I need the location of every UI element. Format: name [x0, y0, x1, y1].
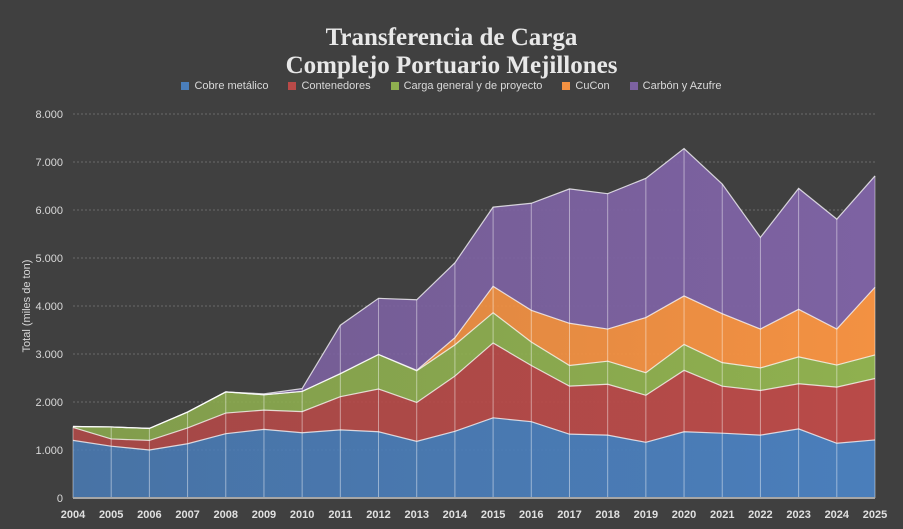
chart-title-line2: Complejo Portuario Mejillones — [285, 52, 618, 79]
area-contenedores — [73, 342, 875, 450]
legend-swatch — [390, 82, 399, 90]
x-tick-label: 2013 — [404, 509, 428, 521]
x-tick-label: 2018 — [595, 509, 619, 521]
y-tick-label: 6.000 — [35, 205, 63, 217]
y-tick-label: 5.000 — [35, 253, 63, 265]
x-tick-label: 2012 — [366, 509, 390, 521]
legend: Cobre metálico Contenedores Carga general … — [0, 80, 903, 92]
legend-item: Carga general y de proyecto — [390, 80, 543, 92]
y-tick-label: 8.000 — [35, 109, 63, 121]
area-cucon — [73, 286, 875, 429]
x-tick-label: 2023 — [786, 509, 810, 521]
x-tick-label: 2011 — [328, 509, 352, 521]
y-tick-label: 4.000 — [35, 301, 63, 313]
chart-title-line1: Transferencia de Carga — [325, 24, 578, 51]
series-line-1 — [72, 342, 876, 442]
x-tick-label: 2009 — [252, 509, 276, 521]
legend-swatch — [562, 82, 571, 90]
legend-item: Contenedores — [288, 80, 371, 92]
x-tick-label: 2019 — [634, 509, 658, 521]
x-tick-label: 2021 — [710, 509, 734, 521]
series-line-4 — [72, 147, 876, 430]
x-tick-label: 2025 — [863, 509, 887, 521]
legend-item: Cobre metálico — [181, 80, 268, 92]
legend-swatch — [181, 82, 190, 90]
y-tick-label: 0 — [57, 493, 63, 505]
legend-item: Carbón y Azufre — [629, 80, 722, 92]
area-carbón-y-azufre — [73, 148, 875, 429]
x-tick-label: 2015 — [481, 509, 505, 521]
area-carga-general-y-de-proyecto — [73, 312, 875, 441]
legend-label: CuCon — [575, 80, 610, 92]
legend-label: Cobre metálico — [194, 80, 269, 92]
x-tick-label: 2024 — [825, 509, 850, 521]
x-tick-label: 2005 — [99, 509, 123, 521]
x-tick-label: 2020 — [672, 509, 696, 521]
x-tick-label: 2016 — [519, 509, 543, 521]
series-line-0 — [72, 417, 876, 451]
x-tick-label: 2007 — [175, 509, 199, 521]
area-cobre-metálico — [73, 417, 875, 498]
y-tick-label: 1.000 — [35, 445, 63, 457]
legend-item: CuCon — [562, 80, 610, 92]
x-tick-label: 2006 — [137, 509, 161, 521]
legend-swatch — [629, 82, 638, 90]
x-tick-label: 2022 — [748, 509, 772, 521]
x-tick-label: 2008 — [214, 509, 238, 521]
legend-label: Contenedores — [301, 80, 371, 92]
x-tick-label: 2010 — [290, 509, 314, 521]
legend-label: Carga general y de proyecto — [403, 80, 543, 92]
x-tick-label: 2004 — [61, 509, 86, 521]
x-tick-label: 2014 — [443, 509, 468, 521]
x-tick-label: 2017 — [557, 509, 581, 521]
legend-swatch — [288, 82, 297, 90]
y-tick-label: 3.000 — [35, 349, 63, 361]
y-tick-label: 7.000 — [35, 157, 63, 169]
y-tick-label: 2.000 — [35, 397, 63, 409]
legend-label: Carbón y Azufre — [642, 80, 722, 92]
